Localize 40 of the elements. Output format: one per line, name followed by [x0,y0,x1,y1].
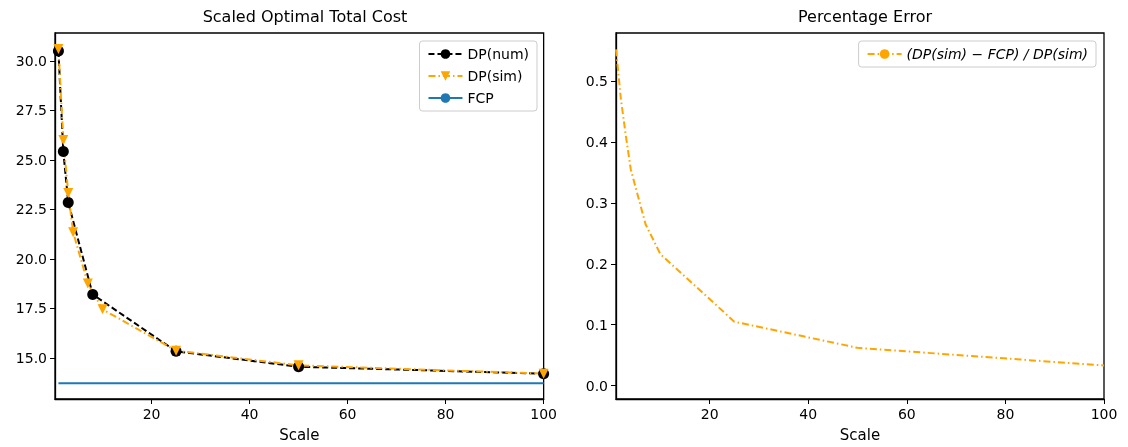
x-axis-title: Scale [839,425,881,444]
point [57,146,69,158]
x-tick-label: 60 [897,406,916,422]
x-tick-label: 40 [799,406,818,422]
x-tick-label: 80 [436,406,455,422]
x-tick-label: 40 [240,406,259,422]
chart-title: Scaled Optimal Total Cost [202,6,408,26]
y-tick-label: 30.0 [15,52,47,69]
y-tick-label: 15.0 [15,349,47,366]
point [97,304,108,315]
line-series [615,48,1105,367]
point [87,288,99,300]
point [82,278,93,289]
y-tick-label: 22.5 [15,201,47,218]
chart-title: Percentage Error [797,6,933,26]
y-tick-label: 0.2 [585,255,608,272]
y-tick-label: 0.3 [585,194,608,211]
legend-label: DP(sim) [467,68,523,84]
y-tick-label: 0.0 [585,377,608,394]
y-tick-label: 25.0 [15,151,47,168]
x-tick-label: 20 [700,406,719,422]
y-tick-label: 0.1 [585,316,608,333]
y-tick-label: 27.5 [15,102,47,119]
x-tick-label: 80 [996,406,1015,422]
legend-label: FCP [467,90,494,106]
legend-label: DP(num) [467,46,529,62]
x-tick-label: 100 [530,406,558,422]
point [63,187,74,198]
x-axis-title: Scale [279,425,320,444]
x-tick-label: 60 [338,406,357,422]
y-tick-label: 0.5 [585,73,608,90]
y-tick-label: 0.4 [585,134,609,151]
x-tick-label: 20 [142,406,161,422]
point [58,135,69,146]
x-tick-label: 100 [1090,406,1118,422]
point [62,196,74,208]
y-tick-label: 20.0 [15,250,47,267]
point [68,227,79,238]
legend-label: (DP(sim) − FCP) / DP(sim) [906,46,1089,62]
y-tick-label: 17.5 [15,300,47,317]
